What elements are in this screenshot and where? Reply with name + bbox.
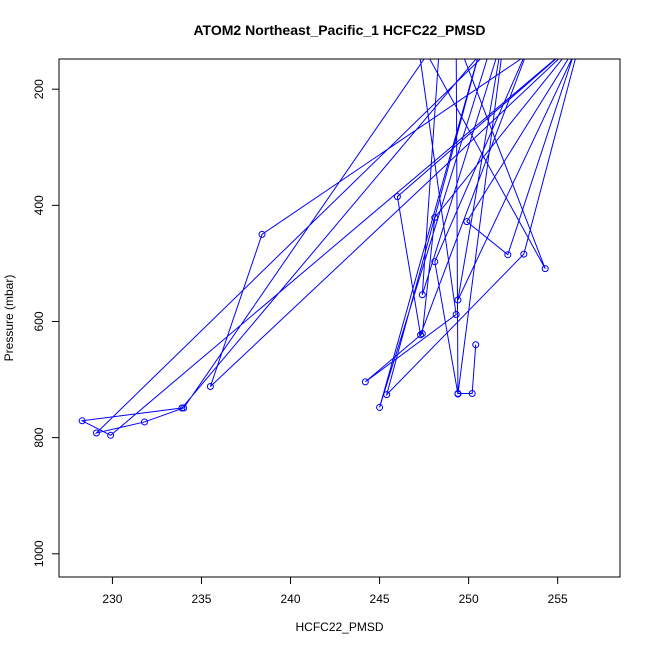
y-tick-label: 600 xyxy=(32,311,46,331)
data-point xyxy=(383,391,391,399)
series-layer xyxy=(78,59,576,439)
y-tick-label: 800 xyxy=(32,427,46,447)
data-point xyxy=(180,404,188,412)
data-point xyxy=(468,389,476,397)
x-tick-label: 255 xyxy=(548,592,568,606)
plot-frame xyxy=(58,58,621,578)
data-point xyxy=(258,230,266,238)
data-point xyxy=(376,403,384,411)
data-point xyxy=(417,331,425,339)
data-point xyxy=(452,311,460,319)
chart-title: ATOM2 Northeast_Pacific_1 HCFC22_PMSD xyxy=(193,22,485,38)
data-point xyxy=(454,389,462,397)
y-tick-label: 200 xyxy=(32,79,46,99)
x-tick-label: 245 xyxy=(370,592,390,606)
data-point xyxy=(78,417,86,425)
x-tick-label: 250 xyxy=(459,592,479,606)
y-tick-label: 400 xyxy=(32,195,46,215)
data-point xyxy=(454,296,462,304)
data-point xyxy=(92,429,100,437)
y-axis-label: Pressure (mbar) xyxy=(2,275,16,362)
x-axis: 230 235 240 245 250 255 xyxy=(102,577,568,606)
y-tick-label: 1000 xyxy=(32,540,46,567)
x-tick-label: 230 xyxy=(102,592,122,606)
data-point xyxy=(504,251,512,259)
x-tick-label: 235 xyxy=(191,592,211,606)
data-point xyxy=(541,265,549,273)
data-point xyxy=(431,258,439,266)
data-point xyxy=(431,214,439,222)
x-axis-label: HCFC22_PMSD xyxy=(295,620,383,634)
data-point xyxy=(418,291,426,299)
y-axis: 200 400 600 800 1000 xyxy=(32,79,59,567)
data-point xyxy=(472,341,480,349)
data-point xyxy=(107,431,115,439)
data-point xyxy=(520,250,528,258)
data-point xyxy=(206,383,214,391)
x-tick-label: 240 xyxy=(281,592,301,606)
data-point xyxy=(140,418,148,426)
series-line xyxy=(80,59,576,436)
data-point xyxy=(393,193,401,201)
data-point xyxy=(463,218,471,226)
data-point xyxy=(418,330,426,338)
data-point xyxy=(361,378,369,386)
